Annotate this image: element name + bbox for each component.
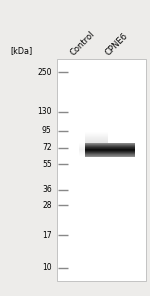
Bar — [85, 132, 108, 133]
Bar — [79, 147, 92, 148]
Bar — [85, 133, 108, 134]
Text: 130: 130 — [37, 107, 52, 116]
Text: 72: 72 — [42, 143, 52, 152]
Bar — [85, 148, 135, 149]
Bar — [85, 144, 135, 145]
Bar — [85, 136, 108, 137]
Bar — [85, 149, 135, 150]
Bar — [85, 135, 108, 136]
Text: [kDa]: [kDa] — [10, 46, 32, 55]
Bar — [85, 154, 135, 155]
Bar — [85, 156, 135, 157]
Bar — [85, 143, 135, 144]
Bar — [85, 152, 135, 153]
Text: 95: 95 — [42, 126, 52, 136]
Bar — [85, 134, 108, 135]
Text: 10: 10 — [42, 263, 52, 272]
Bar — [79, 145, 92, 146]
Text: 36: 36 — [42, 185, 52, 194]
Text: 250: 250 — [37, 68, 52, 77]
Bar — [79, 154, 92, 155]
Text: CPNE6: CPNE6 — [103, 32, 129, 58]
Bar — [85, 155, 135, 156]
Bar — [85, 140, 108, 141]
Bar — [85, 147, 135, 148]
Bar — [79, 143, 92, 144]
Text: 17: 17 — [42, 231, 52, 240]
Text: 55: 55 — [42, 160, 52, 169]
Bar — [85, 141, 108, 142]
Bar — [79, 149, 92, 150]
Bar — [85, 138, 108, 139]
Bar — [85, 146, 135, 147]
Bar — [57, 59, 146, 281]
Bar — [85, 151, 135, 152]
Bar — [79, 151, 92, 152]
Bar — [85, 153, 135, 154]
Text: 28: 28 — [42, 201, 52, 210]
Bar — [79, 155, 92, 156]
Bar — [85, 142, 108, 143]
Bar — [79, 146, 92, 147]
Bar — [85, 145, 135, 146]
Text: Control: Control — [69, 30, 97, 58]
Bar — [85, 150, 135, 151]
Bar — [79, 156, 92, 157]
Bar — [79, 153, 92, 154]
Bar — [79, 148, 92, 149]
Bar — [85, 139, 108, 140]
Bar — [85, 137, 108, 138]
Bar — [79, 150, 92, 151]
Bar — [79, 144, 92, 145]
Bar — [79, 152, 92, 153]
